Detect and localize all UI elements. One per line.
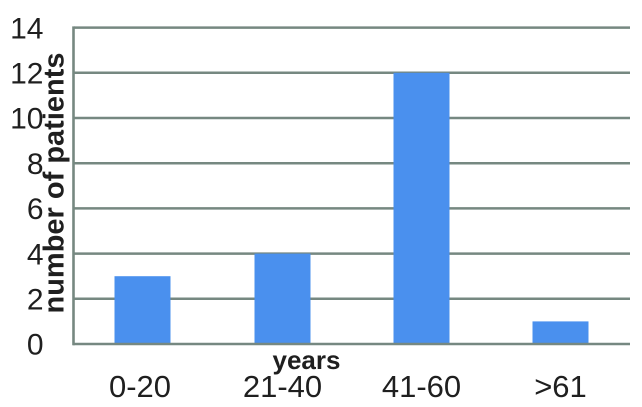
svg-text:0-20: 0-20 (109, 369, 171, 402)
svg-text:10: 10 (10, 103, 43, 136)
svg-text:6: 6 (27, 193, 44, 226)
svg-text:41-60: 41-60 (382, 369, 461, 402)
svg-text:0: 0 (27, 329, 44, 362)
svg-text:4: 4 (27, 238, 44, 271)
svg-text:2: 2 (27, 284, 44, 317)
svg-text:8: 8 (27, 148, 44, 181)
svg-text:>61: >61 (534, 369, 587, 402)
svg-text:number of patients: number of patients (39, 52, 71, 313)
svg-text:21-40: 21-40 (243, 369, 322, 402)
svg-text:14: 14 (10, 12, 43, 45)
svg-text:12: 12 (10, 58, 43, 91)
svg-text:years: years (273, 345, 341, 375)
